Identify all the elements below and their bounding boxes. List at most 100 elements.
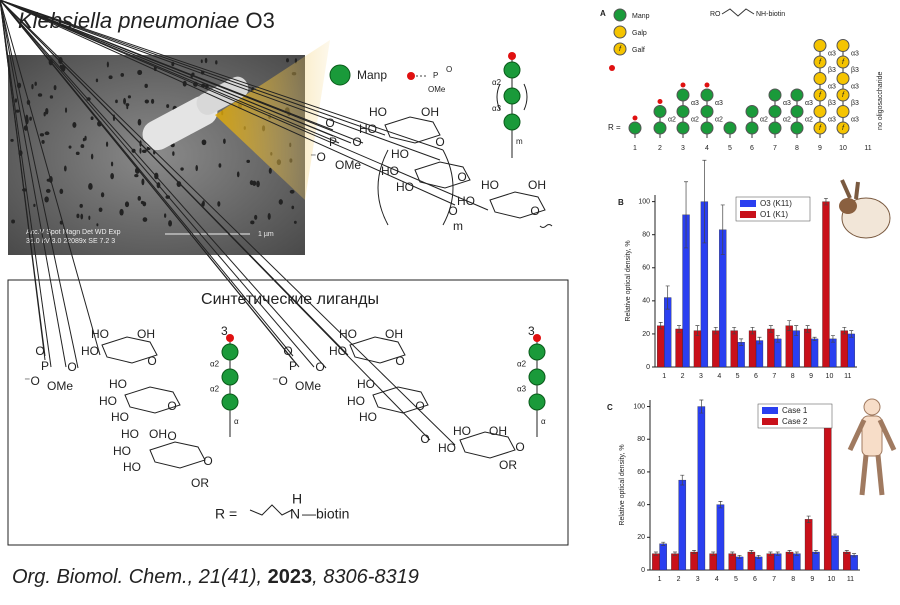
y-tick-label: 60 [637, 469, 645, 476]
atom-label: HO [396, 180, 414, 194]
linker-ro: RO [710, 11, 721, 18]
bar [678, 479, 687, 571]
residue [813, 105, 827, 118]
residue [503, 61, 521, 79]
column-number: 8 [795, 145, 799, 152]
bar [693, 330, 702, 368]
r-h: H [292, 491, 302, 507]
linkage-label: α2 [517, 360, 527, 369]
bar [843, 551, 851, 571]
error-bar [812, 336, 817, 341]
pore [267, 213, 271, 220]
residue [723, 121, 737, 135]
pore [268, 167, 272, 174]
y-axis-label: Relative optical density, % [625, 240, 632, 321]
atom-label: O [325, 116, 334, 130]
atom-label: HO [359, 410, 377, 424]
bar [829, 338, 837, 368]
error-bar [692, 550, 697, 555]
pore [44, 196, 49, 203]
x-tick-label: 3 [696, 576, 700, 583]
error-bar [805, 325, 810, 333]
bar [812, 551, 820, 571]
bond [0, 0, 79, 369]
sem-info: 30.0 kV 3.0 22089x SE 7.2 3 [26, 238, 115, 245]
sugar-ring [459, 431, 516, 459]
error-bar [849, 330, 854, 338]
atom-label: HO [381, 164, 399, 178]
bar [737, 342, 745, 368]
phosphate-dot [657, 99, 663, 104]
error-bar [768, 551, 773, 556]
galf-f: f [819, 92, 822, 99]
pore [105, 141, 109, 147]
bond [0, 0, 334, 137]
pore [45, 188, 51, 193]
error-bar [713, 326, 718, 335]
galf-f: f [819, 125, 822, 132]
galf-f: f [842, 125, 845, 132]
pore [43, 111, 46, 117]
legend-label: Case 1 [782, 406, 808, 415]
bond [0, 0, 327, 369]
linkage-label: α [541, 417, 546, 426]
pore [10, 138, 14, 142]
residue [813, 55, 827, 69]
column-number: 6 [750, 145, 754, 152]
linkage-label: α2 [492, 78, 502, 87]
pore [15, 109, 20, 113]
bar [730, 330, 738, 368]
residue [221, 368, 239, 386]
pore [95, 78, 99, 83]
y-tick-label: 80 [637, 436, 645, 443]
linkage-label: α3 [828, 84, 836, 91]
pore [172, 151, 175, 156]
pore [141, 149, 147, 154]
atom-label: HO [91, 327, 109, 341]
error-bar [832, 533, 837, 538]
error-bar [806, 515, 811, 523]
atom-label: O [167, 399, 176, 413]
bond [0, 0, 444, 151]
linkage-label: β3 [828, 67, 836, 74]
phosphate-dot [680, 82, 686, 88]
x-tick-label: 1 [662, 373, 666, 380]
sugar-ring [414, 161, 471, 189]
column-number: 2 [658, 145, 662, 152]
x-tick-label: 7 [772, 373, 776, 380]
atom-label: P [329, 135, 337, 149]
atom-label: OR [191, 476, 209, 490]
pore [254, 214, 258, 220]
pore [164, 213, 167, 218]
residue [221, 343, 239, 361]
pore [76, 213, 80, 219]
bar [697, 406, 706, 571]
linkage-label: α2 [805, 117, 813, 124]
micrograph [8, 55, 305, 255]
pore [142, 217, 148, 222]
atom-label: O [415, 399, 424, 413]
pore [82, 137, 86, 142]
atom-label: O [147, 354, 156, 368]
atom-label: OMe [295, 379, 321, 393]
pore [90, 153, 94, 160]
pore [166, 104, 170, 109]
x-tick-label: 8 [791, 373, 795, 380]
legend-swatch [740, 200, 756, 207]
atom-label: O [67, 360, 76, 374]
galf-f: f [842, 59, 845, 66]
serotype: O3 [246, 8, 275, 33]
sugar-ring [101, 336, 158, 364]
legend-label: O3 (K11) [760, 199, 792, 208]
residue [653, 121, 667, 135]
column-number: 9 [818, 145, 822, 152]
linkage-label: α3 [715, 100, 723, 107]
atom-label: O [283, 344, 292, 358]
residue [768, 88, 782, 102]
error-bar [680, 474, 685, 486]
phosphate-dot [632, 115, 638, 121]
pore [289, 189, 295, 194]
bar [840, 330, 848, 368]
residue [813, 39, 827, 52]
no-oligo: no oligosaccharide [877, 72, 884, 130]
